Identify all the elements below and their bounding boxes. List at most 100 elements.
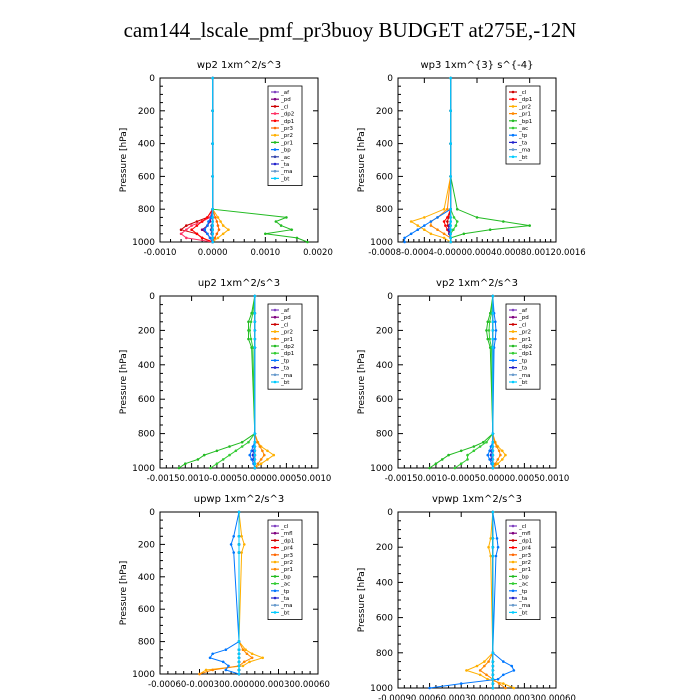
legend-marker [511, 337, 515, 341]
legend-marker [511, 90, 515, 94]
series-point [502, 682, 505, 685]
y-tick-label: 0 [387, 508, 393, 518]
series-point [259, 458, 263, 461]
legend-marker [511, 589, 515, 593]
legend-marker [273, 119, 277, 123]
series-point [211, 232, 214, 236]
y-tick-label: 400 [376, 578, 393, 588]
legend-label: _ta [280, 162, 289, 168]
legend-label: _dp1 [518, 351, 532, 357]
series-point [221, 458, 225, 461]
legend-marker [511, 112, 515, 115]
legend-label: _ta [518, 140, 527, 146]
legend-label: _pr3 [280, 126, 294, 132]
series-point [211, 224, 214, 227]
legend: _cl_dp1_pr2 _pr1_bp1_ac_tp_ta _ma_bt [505, 85, 541, 165]
series-point [237, 672, 241, 676]
legend-label: _pr1 [518, 337, 531, 343]
series-point [496, 462, 500, 466]
series-point [449, 142, 452, 145]
series-point [237, 652, 241, 656]
legend-label: _ta [280, 366, 289, 372]
legend-marker [511, 330, 515, 333]
y-tick-label: 1000 [132, 464, 155, 474]
legend-label: _pr4 [280, 546, 294, 552]
chart-panel-5: upwp 1xm^2/s^3 0 200 400 600 800 1000 Pressure … [119, 494, 330, 690]
y-axis-label: Pressure [hPa] [119, 128, 129, 193]
series-point [211, 216, 214, 219]
y-axis-label: Pressure [hPa] [357, 350, 367, 415]
y-tick-label: 600 [376, 395, 393, 405]
series-point [211, 236, 214, 240]
series-point [416, 224, 420, 227]
series-point [429, 224, 433, 227]
series-point [250, 449, 253, 453]
series-point [306, 240, 309, 244]
legend-label: _dp2 [280, 344, 294, 350]
series-point [250, 458, 253, 461]
series-point [209, 466, 212, 470]
chart-panel-3: up2 1xm^2/s^3 0 200 400 600 800 1000 Pressure [… [119, 278, 331, 484]
series-point [494, 320, 497, 324]
series-point [449, 220, 452, 223]
series-point [488, 228, 492, 231]
chart-panel-4: vp2 1xm^2/s^3 0 200 400 600 800 1000 Pressure [… [357, 278, 569, 484]
legend-label: _mfl [280, 531, 293, 537]
series-point [466, 453, 469, 457]
legend-label: _cl [518, 524, 527, 530]
legend-marker [273, 553, 277, 557]
series-point [475, 216, 479, 219]
y-tick-label: 200 [138, 326, 155, 336]
series-point [264, 232, 267, 236]
legend-marker [273, 308, 277, 312]
series-point [240, 535, 243, 538]
series-point [440, 458, 444, 461]
series-point [185, 236, 188, 240]
series-point [216, 216, 220, 219]
series-point [248, 329, 252, 332]
series-point [237, 543, 241, 546]
legend-label: _ta [518, 596, 527, 602]
legend-marker [273, 582, 277, 585]
series-point [214, 216, 217, 219]
legend-marker [511, 531, 515, 535]
legend-marker [511, 351, 515, 355]
series-point [491, 440, 495, 444]
y-tick-label: 1000 [370, 464, 393, 474]
series-point [482, 440, 485, 444]
series-point [253, 294, 257, 298]
legend-label: _cl [280, 524, 289, 530]
series-point [253, 311, 257, 315]
series-point [262, 453, 266, 457]
legend-label: _ma [518, 148, 530, 154]
series-point [242, 660, 246, 664]
legend-marker [273, 155, 277, 159]
series-point [256, 462, 260, 466]
series-point [491, 669, 495, 672]
y-tick-label: 1000 [370, 684, 393, 694]
series-point [488, 320, 491, 324]
series-point [211, 175, 214, 178]
series-point [489, 537, 492, 540]
series-point [449, 175, 452, 178]
series-point [449, 224, 452, 227]
legend-marker [511, 366, 515, 369]
series-point [216, 236, 220, 240]
y-tick-label: 200 [138, 107, 155, 117]
series-point [195, 224, 199, 227]
series-point [472, 449, 476, 453]
series-point [499, 453, 502, 457]
series-point [502, 220, 505, 223]
series-point [491, 320, 495, 324]
chart-title: vp2 1xm^2/s^3 [436, 278, 518, 289]
legend-marker [273, 575, 277, 578]
series-point [247, 440, 250, 444]
series-point [491, 510, 495, 514]
legend-marker [511, 575, 515, 578]
series-point [266, 458, 269, 461]
legend-label: _pr2 [280, 330, 293, 336]
legend-marker [511, 126, 515, 130]
legend-label: _ma [280, 603, 292, 609]
y-tick-label: 600 [138, 172, 155, 182]
